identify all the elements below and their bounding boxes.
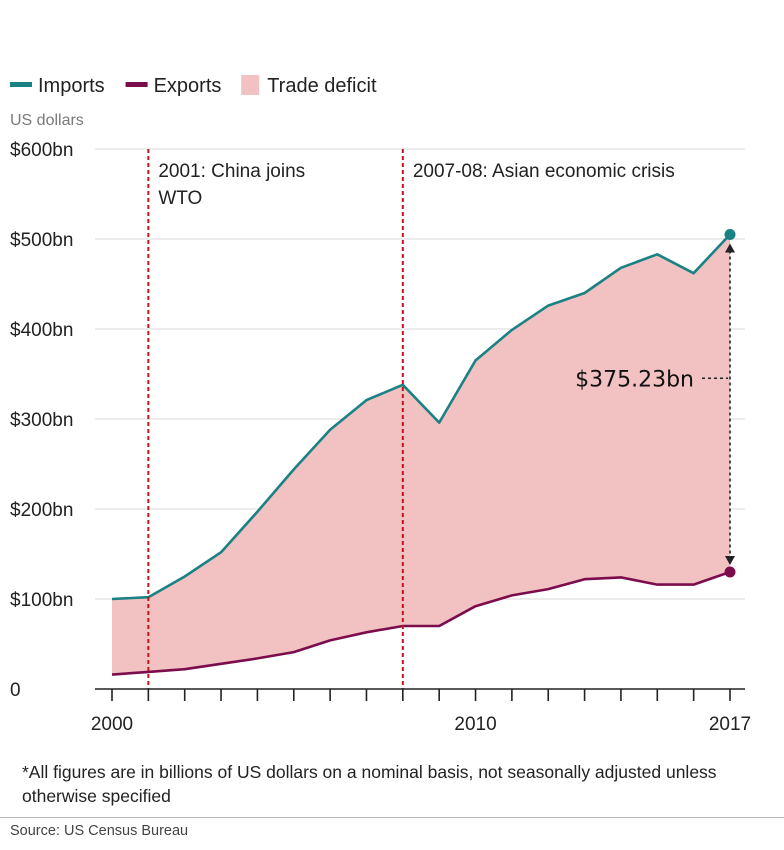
y-unit-label: US dollars: [10, 112, 84, 129]
grid-lines: 0 $100bn $200bn $300bn $400bn $500bn $600bn: [10, 140, 745, 701]
series-line-imports: [111, 233, 731, 601]
source-note: Source: US Census Bureau: [10, 823, 189, 839]
trade-deficit-area: [112, 234, 730, 675]
callout-value: $375.23bn: [575, 367, 694, 392]
callout-arrow-down: [725, 556, 735, 565]
y-tick-label-1: $100bn: [10, 590, 73, 611]
legend-label-1: Exports: [154, 75, 222, 97]
y-tick-label-3: $300bn: [10, 410, 73, 431]
deficit-area: [112, 234, 730, 675]
y-tick-label-0: 0: [10, 680, 21, 701]
x-tick-label-1: 2010: [454, 714, 496, 735]
event-label-0-1: WTO: [158, 188, 202, 209]
event-annotations: 2001: China joins WTO 2007-08: Asian econo…: [147, 149, 675, 689]
axes: 2000 2010 2017: [91, 688, 751, 735]
y-tick-label-4: $400bn: [10, 320, 73, 341]
legend-swatch-0: [10, 82, 32, 87]
footnote: *All figures are in billions of US dolla…: [22, 762, 717, 806]
exports-end-marker: [724, 566, 736, 578]
event-label-1-0: 2007-08: Asian economic crisis: [413, 161, 675, 182]
series-lines: [111, 233, 731, 676]
legend-label-0: Imports: [38, 75, 105, 97]
x-tick-label-0: 2000: [91, 714, 133, 735]
trade-chart: Imports Exports Trade deficit US dollars 0…: [10, 75, 751, 735]
y-tick-label-5: $500bn: [10, 230, 73, 251]
x-tick-label-2: 2017: [709, 714, 751, 735]
y-tick-label-6: $600bn: [10, 140, 73, 161]
deficit-callout: $375.23bn: [575, 229, 736, 578]
imports-end-marker: [724, 229, 736, 240]
legend-swatch-2: [241, 75, 260, 95]
series-line-exports: [111, 570, 731, 676]
y-tick-label-2: $200bn: [10, 500, 73, 521]
footer-divider: [0, 817, 784, 818]
callout-arrow-up: [725, 243, 735, 253]
legend-label-2: Trade deficit: [267, 75, 377, 97]
chart-legend: Imports Exports Trade deficit: [10, 75, 377, 97]
legend-swatch-1: [125, 82, 148, 87]
event-label-0-0: 2001: China joins: [158, 161, 305, 182]
